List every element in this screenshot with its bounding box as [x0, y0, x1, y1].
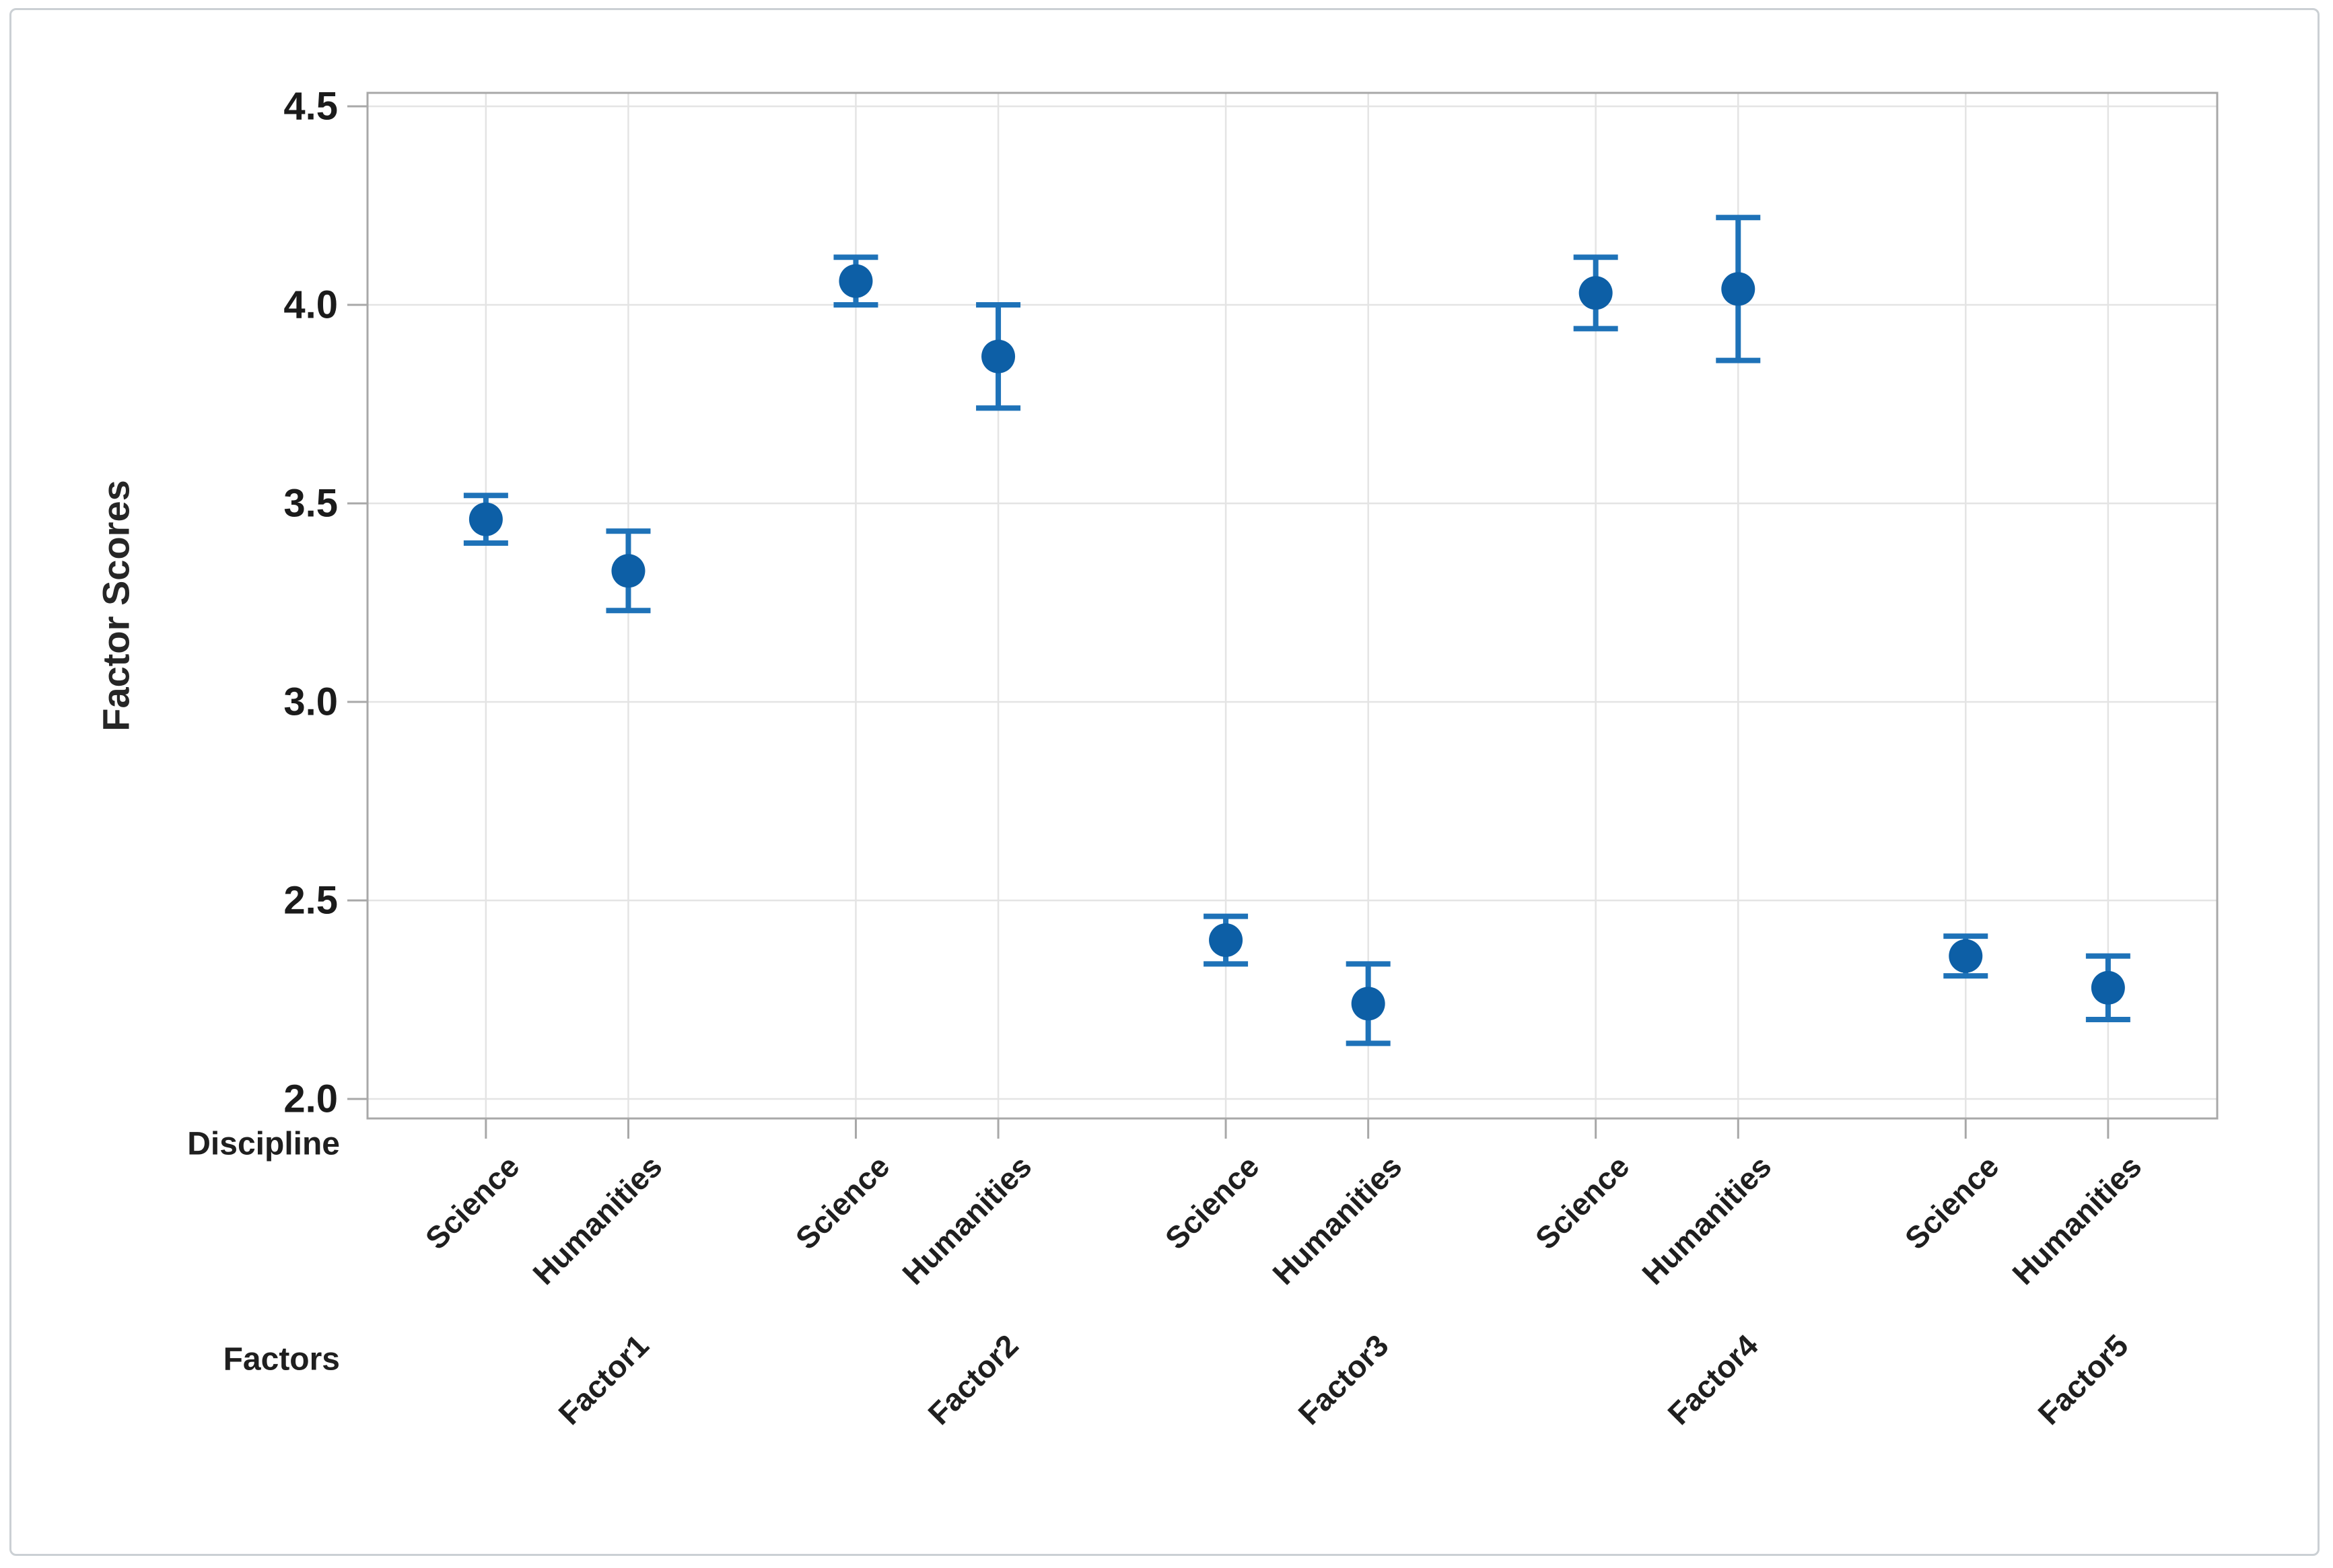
data-point-marker[interactable] [1949, 939, 1983, 973]
factor-tick-label: Factor2 [921, 1327, 1025, 1431]
data-point-marker[interactable] [2091, 970, 2125, 1005]
data-point-marker[interactable] [1578, 276, 1613, 310]
factor-tick-label: Factor3 [1291, 1327, 1395, 1431]
y-tick-label: 4.5 [283, 84, 338, 129]
data-point-marker[interactable] [981, 339, 1016, 373]
discipline-tick-label: Science [1898, 1148, 2006, 1256]
discipline-tick-label: Humanities [895, 1148, 1039, 1291]
discipline-tick-label: Humanities [1635, 1148, 1778, 1291]
y-tick-label: 2.0 [283, 1077, 338, 1121]
factor-tick-label: Factor4 [1661, 1327, 1766, 1431]
discipline-tick-label: Science [788, 1148, 896, 1256]
discipline-tick-label: Science [1158, 1148, 1266, 1256]
y-tick-label: 2.5 [283, 878, 338, 923]
y-tick-label: 3.5 [283, 481, 338, 526]
factors-row-label: Factors [223, 1341, 340, 1378]
axis-frame [366, 92, 2219, 1120]
factor-tick-label: Factor5 [2031, 1327, 2135, 1431]
data-point-marker[interactable] [1351, 987, 1385, 1021]
y-tick-label: 4.0 [283, 283, 338, 327]
data-point-marker[interactable] [1721, 272, 1755, 306]
discipline-row-label: Discipline [187, 1126, 340, 1162]
discipline-tick-label: Humanities [2005, 1148, 2149, 1291]
data-point-marker[interactable] [611, 554, 646, 588]
data-point-marker[interactable] [839, 264, 873, 298]
y-axis-title: Factor Scores [94, 480, 137, 732]
factor-tick-label: Factor1 [551, 1327, 656, 1431]
discipline-tick-label: Humanities [1265, 1148, 1409, 1291]
figure-border [9, 8, 2320, 1556]
discipline-tick-label: Humanities [525, 1148, 668, 1291]
data-point-marker[interactable] [468, 502, 503, 536]
discipline-tick-label: Science [418, 1148, 526, 1256]
y-tick-label: 3.0 [283, 680, 338, 724]
discipline-tick-label: Science [1528, 1148, 1636, 1256]
data-point-marker[interactable] [1209, 923, 1243, 957]
